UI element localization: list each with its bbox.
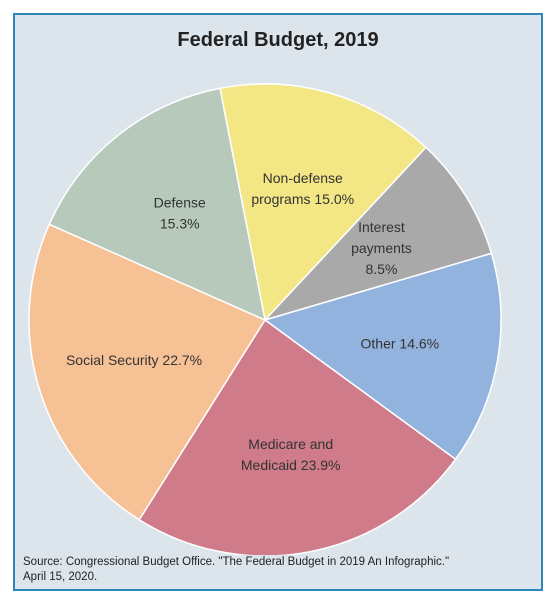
slice-label-defense: Defense 15.3% — [154, 194, 206, 231]
source-line-1: Source: Congressional Budget Office. "Th… — [23, 556, 450, 568]
pie-slice-interest-payments — [262, 146, 493, 322]
pie-slice-defense — [48, 87, 267, 322]
pie-slice-social-security — [28, 223, 267, 521]
pie-slice-other — [263, 252, 502, 461]
slice-label-non-defense-programs: Non-defense programs 15.0% — [251, 170, 354, 207]
chart-title: Federal Budget, 2019 — [177, 29, 379, 51]
slice-label-other: Other 14.6% — [361, 335, 440, 351]
slice-label-interest-payments: Interest payments 8.5% — [351, 219, 412, 277]
slice-label-medicare-and-medicaid: Medicare and Medicaid 23.9% — [241, 436, 341, 473]
source-note: Source: Congressional Budget Office. "Th… — [23, 555, 538, 585]
pie-slice-medicare-and-medicaid — [138, 318, 457, 555]
chart-figure: Federal Budget, 2019 Non-defense programs… — [13, 13, 543, 591]
source-line-2: April 15, 2020. — [23, 571, 98, 583]
pie-slice-non-defense-programs — [219, 83, 428, 322]
slice-label-social-security: Social Security 22.7% — [66, 352, 202, 368]
pie-chart: Non-defense programs 15.0% Interest payment… — [28, 83, 502, 555]
